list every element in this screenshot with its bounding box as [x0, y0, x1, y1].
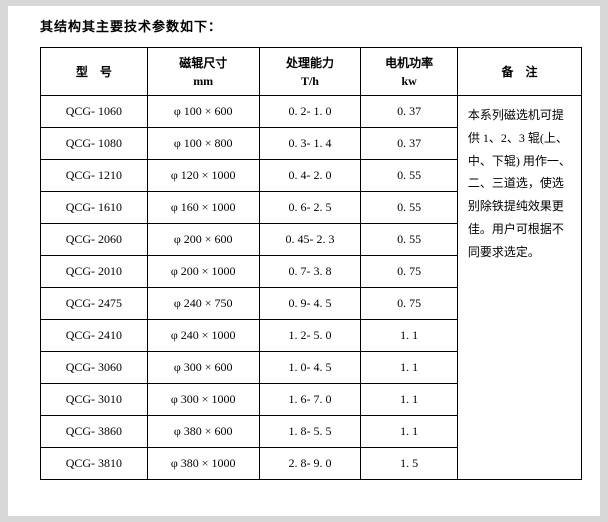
cell-model: QCG- 2410	[41, 320, 148, 352]
cell-model: QCG- 2060	[41, 224, 148, 256]
cell-model: QCG- 2010	[41, 256, 148, 288]
cell-size: φ 200 × 600	[147, 224, 259, 256]
col-header-remark: 备 注	[457, 48, 581, 96]
table-row: QCG- 1060φ 100 × 6000. 2- 1. 00. 37本系列磁选…	[41, 96, 582, 128]
cell-size: φ 380 × 600	[147, 416, 259, 448]
cell-model: QCG- 1060	[41, 96, 148, 128]
cell-power: 0. 55	[361, 192, 458, 224]
cell-size: φ 160 × 1000	[147, 192, 259, 224]
cell-cap: 0. 7- 3. 8	[259, 256, 361, 288]
col-header-unit: kw	[361, 72, 457, 90]
cell-model: QCG- 1080	[41, 128, 148, 160]
cell-cap: 0. 2- 1. 0	[259, 96, 361, 128]
cell-size: φ 300 × 1000	[147, 384, 259, 416]
col-header-unit: T/h	[260, 72, 361, 90]
col-header-model: 型 号	[41, 48, 148, 96]
cell-power: 1. 1	[361, 320, 458, 352]
col-header-label: 备 注	[501, 65, 537, 79]
cell-model: QCG- 3860	[41, 416, 148, 448]
col-header-label: 电机功率	[385, 56, 433, 70]
col-header-power: 电机功率 kw	[361, 48, 458, 96]
cell-cap: 1. 2- 5. 0	[259, 320, 361, 352]
cell-model: QCG- 1210	[41, 160, 148, 192]
cell-power: 0. 37	[361, 96, 458, 128]
cell-size: φ 300 × 600	[147, 352, 259, 384]
cell-cap: 1. 6- 7. 0	[259, 384, 361, 416]
cell-model: QCG- 3060	[41, 352, 148, 384]
cell-size: φ 240 × 1000	[147, 320, 259, 352]
spec-table: 型 号 磁辊尺寸 mm 处理能力 T/h 电机功率 kw 备 注	[40, 47, 582, 480]
col-header-unit: mm	[148, 72, 259, 90]
cell-model: QCG- 1610	[41, 192, 148, 224]
page: 其结构其主要技术参数如下： 型 号 磁辊尺寸 mm 处理能力 T/h 电机功率	[8, 6, 600, 516]
cell-power: 0. 55	[361, 224, 458, 256]
cell-model: QCG- 3810	[41, 448, 148, 480]
cell-cap: 0. 4- 2. 0	[259, 160, 361, 192]
cell-power: 1. 1	[361, 352, 458, 384]
cell-power: 1. 1	[361, 384, 458, 416]
cell-power: 1. 5	[361, 448, 458, 480]
cell-size: φ 100 × 800	[147, 128, 259, 160]
table-body: QCG- 1060φ 100 × 6000. 2- 1. 00. 37本系列磁选…	[41, 96, 582, 480]
col-header-label: 处理能力	[286, 56, 334, 70]
cell-power: 0. 37	[361, 128, 458, 160]
cell-power: 0. 75	[361, 256, 458, 288]
cell-cap: 0. 6- 2. 5	[259, 192, 361, 224]
cell-cap: 1. 0- 4. 5	[259, 352, 361, 384]
cell-cap: 0. 9- 4. 5	[259, 288, 361, 320]
col-header-label: 型 号	[76, 65, 112, 79]
cell-size: φ 100 × 600	[147, 96, 259, 128]
cell-size: φ 380 × 1000	[147, 448, 259, 480]
cell-model: QCG- 2475	[41, 288, 148, 320]
cell-cap: 0. 3- 1. 4	[259, 128, 361, 160]
table-header-row: 型 号 磁辊尺寸 mm 处理能力 T/h 电机功率 kw 备 注	[41, 48, 582, 96]
cell-model: QCG- 3010	[41, 384, 148, 416]
cell-power: 0. 75	[361, 288, 458, 320]
cell-cap: 0. 45- 2. 3	[259, 224, 361, 256]
cell-remark: 本系列磁选机可提供 1、2、3 辊(上、中、下辊) 用作一、二、三道选，使选别除…	[457, 96, 581, 480]
col-header-label: 磁辊尺寸	[179, 56, 227, 70]
cell-power: 1. 1	[361, 416, 458, 448]
cell-cap: 1. 8- 5. 5	[259, 416, 361, 448]
cell-size: φ 200 × 1000	[147, 256, 259, 288]
col-header-size: 磁辊尺寸 mm	[147, 48, 259, 96]
cell-power: 0. 55	[361, 160, 458, 192]
col-header-capacity: 处理能力 T/h	[259, 48, 361, 96]
cell-size: φ 120 × 1000	[147, 160, 259, 192]
cell-cap: 2. 8- 9. 0	[259, 448, 361, 480]
page-title: 其结构其主要技术参数如下：	[40, 16, 582, 35]
cell-size: φ 240 × 750	[147, 288, 259, 320]
